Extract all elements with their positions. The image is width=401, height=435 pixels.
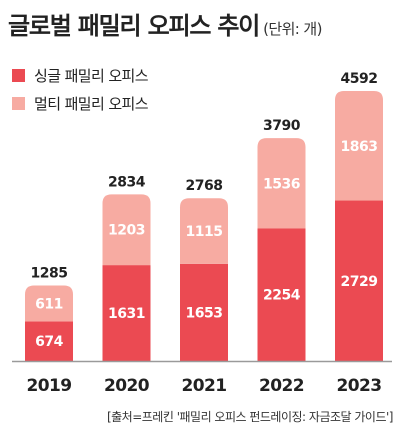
value-label-multi-2019: 611 bbox=[35, 296, 63, 312]
total-label-2023: 4592 bbox=[341, 71, 378, 87]
stacked-bar-chart: 674 611 1285 2019 1631 1203 2834 2020 1653 1115 27… bbox=[12, 71, 392, 396]
value-label-single-2021: 1653 bbox=[186, 305, 223, 321]
value-label-single-2020: 1631 bbox=[108, 306, 145, 322]
x-tick-label-2023: 2023 bbox=[337, 376, 382, 396]
legend-swatch-single bbox=[12, 68, 25, 82]
total-label-2022: 3790 bbox=[263, 118, 301, 134]
source-note: [출처=프레킨 '패밀리 오피스 펀드레이징: 자금조달 가이드'] bbox=[106, 410, 394, 424]
bar-multi-2023 bbox=[335, 91, 383, 201]
legend: 싱글 패밀리 오피스 멀티 패밀리 오피스 bbox=[12, 64, 149, 120]
x-tick-label-2019: 2019 bbox=[27, 376, 72, 396]
unit-label: (단위: 개) bbox=[263, 20, 322, 38]
value-label-multi-2022: 1536 bbox=[263, 176, 300, 192]
bar-single-2023 bbox=[335, 200, 383, 361]
x-tick-label-2022: 2022 bbox=[259, 376, 304, 396]
bar-single-2021 bbox=[180, 263, 228, 361]
total-label-2019: 1285 bbox=[31, 265, 68, 281]
x-tick-label-2021: 2021 bbox=[182, 376, 227, 396]
bar-single-2020 bbox=[102, 265, 151, 361]
chart-title-block: 글로벌 패밀리 오피스 추이 (단위: 개) bbox=[8, 6, 322, 41]
legend-swatch-multi bbox=[12, 96, 25, 110]
total-label-2020: 2834 bbox=[108, 174, 146, 190]
bar-single-2019 bbox=[25, 321, 73, 361]
value-label-multi-2023: 1863 bbox=[341, 139, 378, 155]
value-label-single-2022: 2254 bbox=[263, 288, 301, 304]
bar-multi-2021 bbox=[180, 198, 228, 264]
x-tick-label-2020: 2020 bbox=[104, 376, 150, 396]
chart-title: 글로벌 패밀리 오피스 추이 bbox=[8, 12, 260, 40]
legend-label-single: 싱글 패밀리 오피스 bbox=[34, 66, 149, 85]
bar-multi-2022 bbox=[257, 138, 306, 229]
value-label-single-2023: 2729 bbox=[341, 274, 378, 290]
total-label-2021: 2768 bbox=[186, 178, 223, 194]
legend-item-single: 싱글 패밀리 오피스 bbox=[12, 64, 149, 86]
legend-label-multi: 멀티 패밀리 오피스 bbox=[34, 94, 149, 113]
value-label-multi-2020: 1203 bbox=[108, 223, 145, 239]
value-label-multi-2021: 1115 bbox=[186, 224, 223, 240]
bar-multi-2020 bbox=[102, 194, 151, 266]
value-label-single-2019: 674 bbox=[35, 334, 63, 350]
bar-single-2022 bbox=[257, 228, 306, 361]
legend-item-multi: 멀티 패밀리 오피스 bbox=[12, 92, 149, 114]
bar-multi-2019 bbox=[25, 285, 73, 322]
